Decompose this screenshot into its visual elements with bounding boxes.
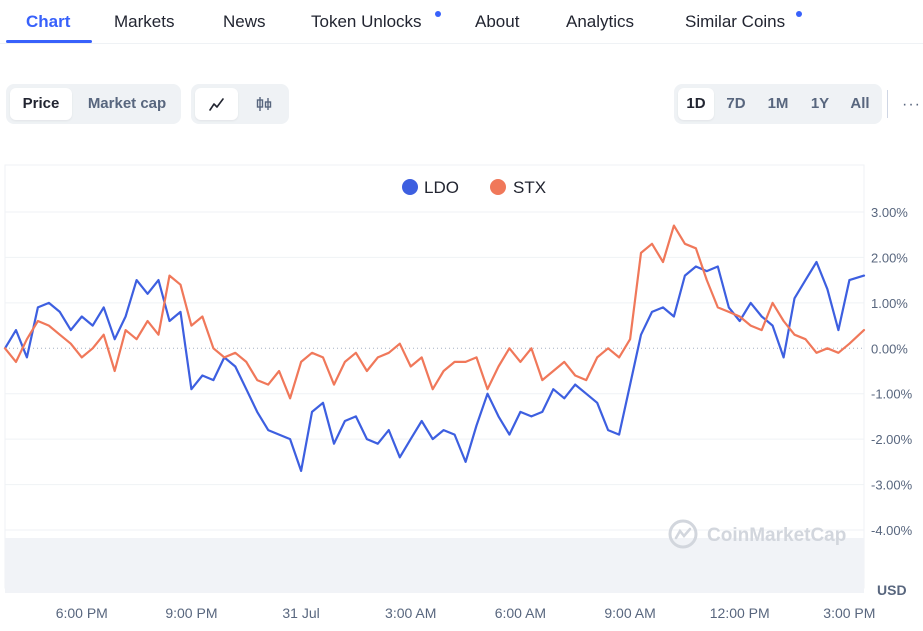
y-tick-label: 3.00% — [871, 205, 908, 220]
line-chart-icon — [208, 98, 224, 111]
tab-bar: Chart Markets News Token Unlocks About A… — [0, 0, 923, 44]
legend-stx-label: STX — [513, 178, 546, 197]
y-tick-label: -3.00% — [871, 478, 913, 493]
tab-about[interactable]: About — [475, 12, 520, 31]
range-1y-button[interactable]: 1Y — [810, 95, 830, 112]
range-1d-button[interactable]: 1D — [678, 88, 714, 120]
candlestick-chart-button[interactable] — [242, 88, 285, 120]
grid-lines — [4, 164, 865, 589]
volume-area — [5, 538, 864, 593]
chart-legend[interactable]: LDO STX — [402, 178, 546, 197]
tab-analytics[interactable]: Analytics — [566, 12, 635, 31]
time-range-toggle: 1D 7D 1M 1Y All — [674, 84, 882, 124]
x-axis-labels: 6:00 PM 9:00 PM 31 Jul 3:00 AM 6:00 AM 9:00 A… — [56, 605, 876, 621]
x-tick-label: 3:00 AM — [385, 605, 436, 621]
y-tick-label: 2.00% — [871, 250, 908, 265]
currency-label: USD — [877, 582, 907, 598]
price-chart[interactable]: CoinMarketCap 3.00% 2.00% 1.00% 0.00% -1.00%… — [0, 160, 923, 626]
tab-markets[interactable]: Markets — [114, 12, 175, 31]
x-tick-label: 6:00 AM — [495, 605, 546, 621]
x-tick-label: 9:00 PM — [165, 605, 217, 621]
tab-chart[interactable]: Chart — [26, 12, 71, 31]
y-axis-labels: 3.00% 2.00% 1.00% 0.00% -1.00% -2.00% -3.00% -4… — [871, 205, 913, 538]
coinmarketcap-logo-icon — [668, 519, 698, 549]
y-tick-label: -4.00% — [871, 523, 913, 538]
more-options-button[interactable]: ··· — [902, 96, 921, 113]
x-tick-label: 3:00 PM — [823, 605, 875, 621]
x-tick-label: 6:00 PM — [56, 605, 108, 621]
market-cap-toggle-button[interactable]: Market cap — [87, 95, 167, 112]
legend-ldo-label: LDO — [424, 178, 459, 197]
series-line-stx — [3, 224, 866, 400]
chart-svg: CoinMarketCap 3.00% 2.00% 1.00% 0.00% -1.00%… — [3, 164, 913, 621]
y-tick-label: 0.00% — [871, 341, 908, 356]
tab-news[interactable]: News — [223, 12, 266, 31]
tab-similar-coins[interactable]: Similar Coins — [685, 12, 786, 31]
range-all-button[interactable]: All — [850, 95, 870, 112]
series-line-ldo — [3, 260, 866, 472]
watermark-text: CoinMarketCap — [707, 525, 846, 546]
metric-toggle: Price Market cap — [6, 84, 181, 124]
range-1m-button[interactable]: 1M — [767, 95, 789, 112]
y-tick-label: -2.00% — [871, 432, 913, 447]
similar-coins-notification-dot — [796, 11, 802, 17]
token-unlocks-notification-dot — [435, 11, 441, 17]
active-tab-underline — [6, 40, 92, 43]
tab-token-unlocks[interactable]: Token Unlocks — [311, 12, 422, 31]
legend-ldo-marker — [402, 179, 418, 195]
y-tick-label: 1.00% — [871, 296, 908, 311]
x-tick-label: 12:00 PM — [710, 605, 770, 621]
volume-band — [5, 538, 864, 593]
watermark: CoinMarketCap — [668, 519, 846, 549]
toolbar-divider — [887, 90, 888, 118]
legend-stx-marker — [490, 179, 506, 195]
x-tick-label: 31 Jul — [282, 605, 319, 621]
series-lines — [3, 224, 866, 472]
x-tick-label: 9:00 AM — [604, 605, 655, 621]
price-toggle-button[interactable]: Price — [10, 88, 72, 120]
chart-type-toggle — [191, 84, 289, 124]
coinmarketcap-logo-mark — [674, 527, 692, 540]
candlestick-icon — [256, 97, 271, 111]
range-7d-button[interactable]: 7D — [726, 95, 746, 112]
line-chart-button[interactable] — [195, 88, 238, 120]
y-tick-label: -1.00% — [871, 387, 913, 402]
